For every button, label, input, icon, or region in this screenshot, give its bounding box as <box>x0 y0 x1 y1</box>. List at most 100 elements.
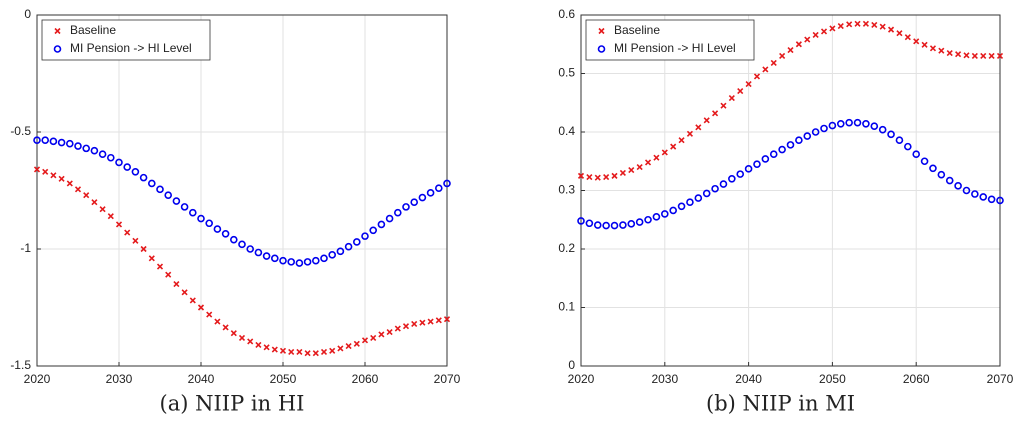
marker-circle <box>652 213 661 221</box>
marker-circle <box>895 136 904 144</box>
legend-label: MI Pension -> HI Level <box>70 41 192 55</box>
marker-circle <box>287 258 296 266</box>
marker-x <box>189 297 196 304</box>
legend-box <box>41 19 211 61</box>
marker-circle <box>148 179 156 188</box>
marker-circle <box>336 247 345 256</box>
marker-circle <box>853 118 862 127</box>
marker-circle <box>443 179 451 188</box>
marker-circle <box>820 124 828 133</box>
marker-circle <box>954 182 962 190</box>
marker-x <box>263 344 270 351</box>
marker-circle <box>254 248 263 257</box>
marker-circle <box>238 240 246 249</box>
marker-x <box>678 137 685 144</box>
legend-entry: MI Pension -> HI Level <box>53 41 192 55</box>
series <box>577 20 1004 181</box>
marker-x <box>946 49 953 57</box>
caption: (b) NIIP in MI <box>706 392 855 416</box>
marker-x <box>99 206 106 213</box>
marker-x <box>628 166 635 174</box>
marker-circle <box>635 218 644 226</box>
marker-circle <box>836 120 845 128</box>
marker-x <box>337 345 344 352</box>
marker-circle <box>402 203 410 211</box>
marker-x <box>419 319 426 326</box>
marker-circle <box>205 219 213 228</box>
marker-circle <box>434 184 443 192</box>
marker-x <box>230 330 237 337</box>
marker-x <box>288 348 295 356</box>
marker-x <box>345 343 352 350</box>
legend-marker <box>54 27 61 35</box>
marker-circle <box>57 138 66 147</box>
x-tick-label: 2030 <box>651 372 678 386</box>
marker-circle <box>686 198 694 206</box>
marker-x <box>695 124 702 131</box>
marker-circle <box>385 214 394 223</box>
marker-circle <box>197 214 205 223</box>
marker-x <box>115 221 123 228</box>
marker-circle <box>270 254 279 263</box>
legend-entry: MI Pension -> HI Level <box>597 41 736 55</box>
marker-circle <box>878 125 887 134</box>
marker-x <box>66 180 73 187</box>
marker-circle <box>711 184 719 193</box>
marker-circle <box>912 150 921 159</box>
marker-x <box>140 245 147 253</box>
y-tick-label: 0.5 <box>558 66 575 80</box>
x-tick-label: 2040 <box>188 372 215 386</box>
marker-x <box>963 52 970 59</box>
marker-circle <box>694 194 703 202</box>
marker-x <box>619 169 626 177</box>
x-tick-label: 2050 <box>819 372 846 386</box>
marker-circle <box>920 157 929 166</box>
marker-x <box>745 80 752 88</box>
marker-circle <box>369 226 378 235</box>
marker-x <box>712 110 719 117</box>
x-tick-label: 2070 <box>434 372 461 386</box>
marker-circle <box>107 153 115 162</box>
marker-x <box>320 348 328 356</box>
marker-circle <box>74 142 82 150</box>
marker-circle <box>828 121 837 130</box>
marker-x <box>611 172 618 179</box>
marker-circle <box>98 150 107 159</box>
marker-x <box>804 36 811 43</box>
marker-x <box>206 311 213 318</box>
marker-x <box>938 47 945 54</box>
legend-entry: Baseline <box>54 23 116 37</box>
marker-x <box>829 25 836 32</box>
marker-x <box>148 255 155 262</box>
marker-circle <box>33 136 41 144</box>
marker-circle <box>393 208 402 217</box>
y-tick-label: -0.5 <box>10 124 31 138</box>
marker-x <box>887 26 895 33</box>
marker-circle <box>585 219 594 228</box>
marker-circle <box>418 193 427 202</box>
caption: (a) NIIP in HI <box>160 392 305 416</box>
marker-circle <box>769 150 778 159</box>
marker-circle <box>610 221 619 230</box>
marker-circle <box>619 221 627 229</box>
marker-circle <box>164 191 172 199</box>
marker-x <box>173 281 180 288</box>
marker-x <box>594 174 601 181</box>
marker-x <box>586 173 593 181</box>
marker-circle <box>719 180 728 188</box>
marker-x <box>402 323 410 330</box>
axes-frame <box>580 14 1001 367</box>
legend-label: Baseline <box>614 23 660 37</box>
marker-x <box>58 175 65 182</box>
x-tick-label: 2020 <box>568 372 595 386</box>
marker-x <box>156 263 164 270</box>
marker-circle <box>49 137 58 146</box>
marker-circle <box>845 118 853 127</box>
marker-circle <box>945 176 954 185</box>
marker-x <box>329 347 336 354</box>
marker-circle <box>246 245 254 253</box>
marker-x <box>33 166 41 173</box>
marker-x <box>124 229 131 236</box>
